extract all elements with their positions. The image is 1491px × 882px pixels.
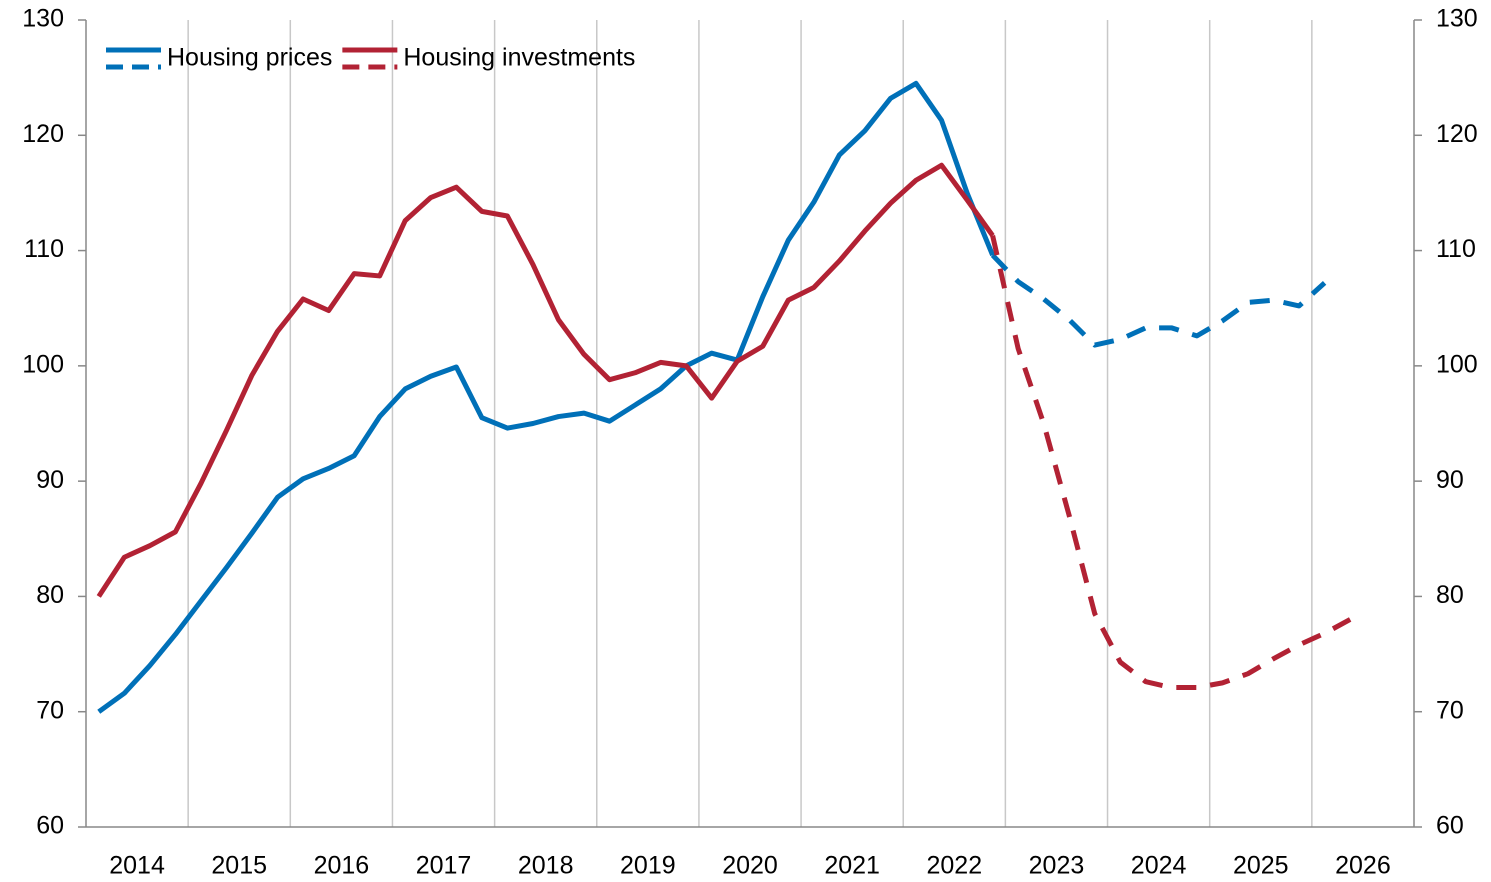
y-tick-label: 90 bbox=[36, 466, 64, 494]
y-tick-label: 110 bbox=[24, 235, 64, 263]
y-tick-label: 70 bbox=[36, 696, 64, 724]
y2-tick-label: 120 bbox=[1436, 120, 1478, 148]
y-tick-label: 120 bbox=[22, 120, 64, 148]
y2-tick-label: 110 bbox=[1436, 235, 1476, 263]
x-tick-label: 2014 bbox=[109, 852, 165, 880]
y2-tick-label: 70 bbox=[1436, 696, 1464, 724]
x-tick-label: 2024 bbox=[1131, 852, 1187, 880]
x-tick-label: 2022 bbox=[926, 852, 982, 880]
y2-tick-label: 100 bbox=[1436, 350, 1478, 378]
legend-label: Housing prices bbox=[167, 44, 332, 72]
x-tick-label: 2021 bbox=[824, 852, 880, 880]
forecast-line bbox=[990, 253, 1327, 348]
x-tick-label: 2018 bbox=[518, 852, 574, 880]
y2-tick-label: 80 bbox=[1436, 581, 1464, 609]
x-tick-label: 2015 bbox=[211, 852, 267, 880]
y2-tick-label: 90 bbox=[1436, 466, 1464, 494]
y-tick-label: 100 bbox=[22, 350, 64, 378]
y2-tick-label: 60 bbox=[1436, 812, 1464, 840]
x-tick-label: 2020 bbox=[722, 852, 778, 880]
x-tick-label: 2019 bbox=[620, 852, 676, 880]
y2-tick-label: 130 bbox=[1436, 5, 1478, 33]
x-tick-label: 2016 bbox=[314, 852, 370, 880]
x-tick-label: 2026 bbox=[1335, 852, 1391, 880]
legend-label: Housing investments bbox=[403, 44, 635, 72]
y-tick-label: 60 bbox=[36, 812, 64, 840]
series-line bbox=[97, 80, 995, 714]
series-line bbox=[96, 162, 995, 598]
y-tick-label: 130 bbox=[22, 5, 64, 33]
x-tick-label: 2025 bbox=[1233, 852, 1289, 880]
x-tick-label: 2017 bbox=[416, 852, 472, 880]
x-tick-label: 2023 bbox=[1029, 852, 1085, 880]
y-tick-label: 80 bbox=[36, 581, 64, 609]
